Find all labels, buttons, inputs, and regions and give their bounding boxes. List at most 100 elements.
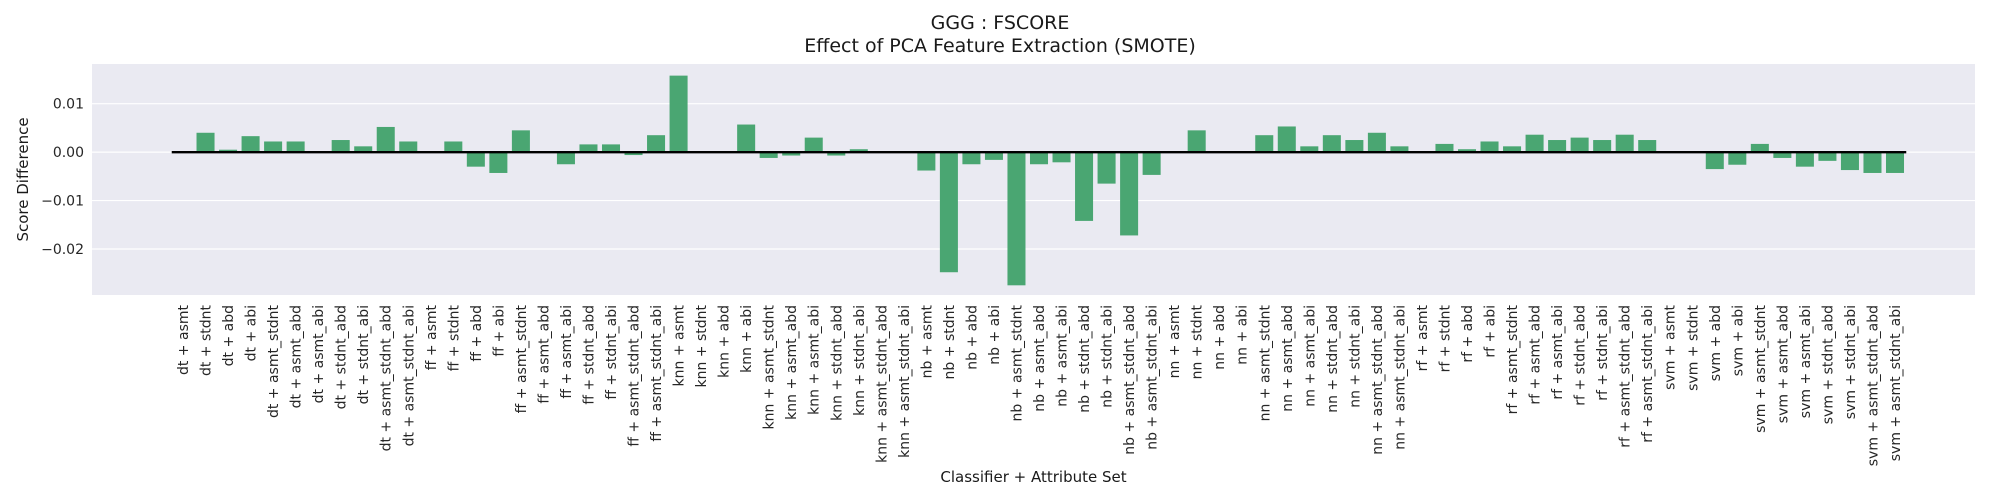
bar (1885, 152, 1905, 173)
bar (1863, 152, 1882, 173)
x-tick-label: rf + asmt_stdnt (1505, 305, 1521, 415)
x-tick-label: nb + stdnt_abi (1100, 305, 1116, 408)
y-tick-label: 0.00 (53, 145, 84, 161)
x-tick-label: svm + asmt (1663, 305, 1679, 390)
x-tick-label: knn + asmt (672, 304, 688, 386)
x-tick-label: ff + stdnt (446, 304, 462, 371)
x-tick-label: rf + abd (1460, 305, 1476, 363)
bar (759, 152, 778, 158)
x-tick-label: svm + abd (1708, 305, 1724, 381)
bar (376, 126, 395, 153)
x-tick-label: knn + abi (739, 305, 755, 373)
x-tick-label: ff + stdnt_abi (604, 305, 620, 400)
x-tick-label: nn + asmt_stdnt_abi (1392, 305, 1408, 450)
x-tick-label: nn + asmt_stdnt_abd (1370, 305, 1386, 455)
chart-title: GGG : FSCORE (930, 12, 1070, 34)
x-tick-label: rf + stdnt_abd (1573, 305, 1589, 406)
bar (669, 75, 688, 153)
x-tick-label: nb + asmt_abi (1055, 305, 1071, 407)
x-tick-label: nb + asmt_stdnt (1009, 305, 1025, 422)
x-tick-label: svm + asmt_stdnt_abi (1888, 305, 1904, 461)
bar (1593, 140, 1612, 153)
x-tick-label: nb + abd (964, 305, 980, 370)
bar (1277, 126, 1296, 153)
bar (1007, 152, 1026, 286)
bar (939, 152, 958, 273)
bar (1503, 146, 1522, 153)
x-axis-label: Classifier + Attribute Set (940, 468, 1126, 486)
bar (331, 140, 350, 153)
x-tick-label: knn + stdnt (694, 305, 710, 388)
bar (1029, 152, 1049, 165)
bar (1322, 135, 1341, 153)
x-tick-label: ff + asmt_stdnt_abi (649, 305, 665, 442)
x-tick-label: nb + stdnt (942, 305, 958, 380)
bar (219, 149, 238, 153)
bar (286, 141, 305, 153)
x-tick-label: nn + asmt (1167, 305, 1183, 379)
x-tick-label: ff + stdnt_abd (581, 305, 597, 405)
x-tick-label: dt + asmt (176, 304, 192, 375)
plot-area (92, 64, 1975, 295)
x-tick-label: nn + asmt_stdnt (1257, 305, 1273, 422)
x-tick-label: knn + asmt_stdnt_abd (874, 305, 890, 463)
x-tick-label: knn + asmt_stdnt_abi (897, 305, 913, 458)
x-tick-label: nb + asmt_stdnt_abi (1145, 305, 1161, 450)
x-tick-label: svm + asmt_stdnt_abd (1865, 305, 1881, 466)
x-tick-label: nb + abi (987, 305, 1003, 365)
x-tick-label: ff + abd (469, 305, 485, 362)
bar (1345, 140, 1364, 153)
bar (804, 137, 823, 153)
x-tick-label: svm + stdnt (1685, 305, 1701, 391)
y-tick-label: −0.01 (41, 194, 84, 210)
x-tick-label: dt + stdnt (199, 304, 215, 376)
bar (444, 141, 463, 153)
x-tick-label: rf + asmt_abd (1528, 305, 1544, 405)
x-tick-label: rf + stdnt_abi (1595, 305, 1611, 401)
bar (827, 152, 846, 156)
bar (1367, 132, 1386, 153)
x-tick-label: dt + abi (244, 305, 260, 361)
y-tick-label: 0.01 (53, 97, 84, 113)
bar (1570, 137, 1589, 153)
x-tick-label: knn + abd (717, 305, 733, 378)
x-tick-label: dt + asmt_abd (289, 305, 305, 408)
x-tick-label: knn + asmt_abd (784, 305, 800, 420)
bar (264, 141, 283, 153)
bar (354, 146, 373, 153)
x-tick-label: rf + asmt (1415, 305, 1431, 372)
bar (489, 152, 508, 173)
x-tick-label: nb + asmt_abd (1032, 305, 1048, 412)
x-tick-label: svm + stdnt_abi (1843, 305, 1859, 419)
bar (1615, 134, 1634, 153)
x-tick-label: rf + asmt_stdnt_abd (1618, 305, 1634, 448)
bar (782, 152, 801, 156)
bar (1705, 152, 1724, 170)
bar (399, 141, 418, 153)
x-tick-label: nn + stdnt_abd (1325, 305, 1341, 413)
x-tick-label: ff + asmt_abi (559, 305, 575, 399)
bar (1457, 149, 1477, 153)
y-tick-label: −0.02 (41, 242, 84, 258)
x-tick-label: dt + asmt_stdnt_abd (379, 305, 395, 451)
bar (556, 152, 575, 165)
x-tick-label: ff + asmt_stdnt_abd (627, 305, 643, 447)
x-tick-label: rf + stdnt (1437, 305, 1453, 373)
x-tick-label: ff + asmt (424, 304, 440, 370)
x-tick-label: knn + asmt_stdnt (762, 305, 778, 430)
x-tick-label: nn + asmt_abd (1280, 305, 1296, 412)
x-tick-label: dt + stdnt_abi (356, 305, 372, 404)
bar (849, 149, 868, 153)
x-tick-label: nn + abd (1212, 305, 1228, 370)
bar (1435, 143, 1454, 153)
x-tick-label: dt + asmt_stdnt (266, 304, 282, 418)
x-tick-label: svm + asmt_stdnt (1753, 305, 1769, 433)
bar (917, 152, 936, 171)
chart-subtitle: Effect of PCA Feature Extraction (SMOTE) (804, 35, 1196, 57)
y-tick-labels: 0.01 0.00 −0.01 −0.02 (41, 97, 84, 258)
bar (196, 132, 215, 153)
x-tick-label: svm + abi (1730, 305, 1746, 376)
x-tick-label: dt + abd (221, 305, 237, 366)
bar (241, 136, 260, 153)
bar (1390, 146, 1409, 153)
